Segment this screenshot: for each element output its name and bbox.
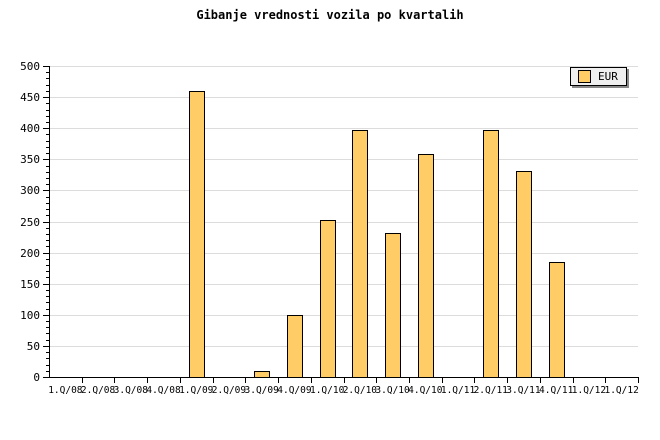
x-axis-label: 2.Q/09 — [212, 385, 247, 396]
bar-3-q-09 — [254, 371, 270, 378]
y-axis-label: 150 — [20, 278, 40, 291]
bar-3-q-10 — [385, 233, 401, 378]
y-axis-label: 300 — [20, 184, 40, 197]
y-axis-label: 400 — [20, 122, 40, 135]
y-axis-label: 250 — [20, 216, 40, 229]
x-axis-label: 4.Q/10 — [408, 385, 443, 396]
y-axis-label: 350 — [20, 153, 40, 166]
x-axis-label: 3.Q/08 — [114, 385, 149, 396]
x-axis-label: 2.Q/10 — [343, 385, 378, 396]
x-axis-label: 1.Q/12 — [572, 385, 606, 396]
bar-2-q-11 — [483, 130, 499, 378]
x-axis-label: 3.Q/11 — [506, 385, 541, 396]
x-axis-label: 3.Q/10 — [375, 385, 410, 396]
y-axis-label: 500 — [20, 60, 40, 73]
bar-1-q-09 — [189, 91, 205, 378]
y-axis-label: 450 — [20, 91, 40, 104]
chart-title: Gibanje vrednosti vozila po kvartalih — [196, 8, 464, 22]
bar-3-q-11 — [516, 171, 532, 378]
y-axis-label: 0 — [33, 371, 40, 384]
legend-swatch-icon — [578, 70, 591, 83]
y-axis-label: 50 — [27, 340, 40, 353]
bar-4-q-11 — [549, 262, 565, 378]
x-axis-label: 4.Q/11 — [539, 385, 574, 396]
x-axis-label: 1.Q/11 — [441, 385, 476, 396]
x-axis-label: 1.Q/10 — [310, 385, 345, 396]
bar-2-q-10 — [352, 130, 368, 378]
x-axis-label: 1.Q/08 — [48, 385, 83, 396]
bar-4-q-10 — [418, 154, 434, 378]
y-axis-label: 200 — [20, 247, 40, 260]
bar-1-q-10 — [320, 220, 336, 378]
x-axis-label: 4.Q/08 — [146, 385, 181, 396]
x-axis-label: 2.Q/08 — [81, 385, 116, 396]
x-axis-label: 2.Q/11 — [474, 385, 509, 396]
x-axis-label: 1.Q/12 — [604, 385, 638, 396]
legend-box: EUR — [570, 67, 627, 86]
legend-series-label: EUR — [598, 70, 618, 83]
bar-4-q-09 — [287, 315, 303, 378]
x-axis-label: 3.Q/09 — [245, 385, 280, 396]
y-axis-label: 100 — [20, 309, 40, 322]
x-axis-label: 1.Q/09 — [179, 385, 214, 396]
x-axis-label: 4.Q/09 — [277, 385, 312, 396]
